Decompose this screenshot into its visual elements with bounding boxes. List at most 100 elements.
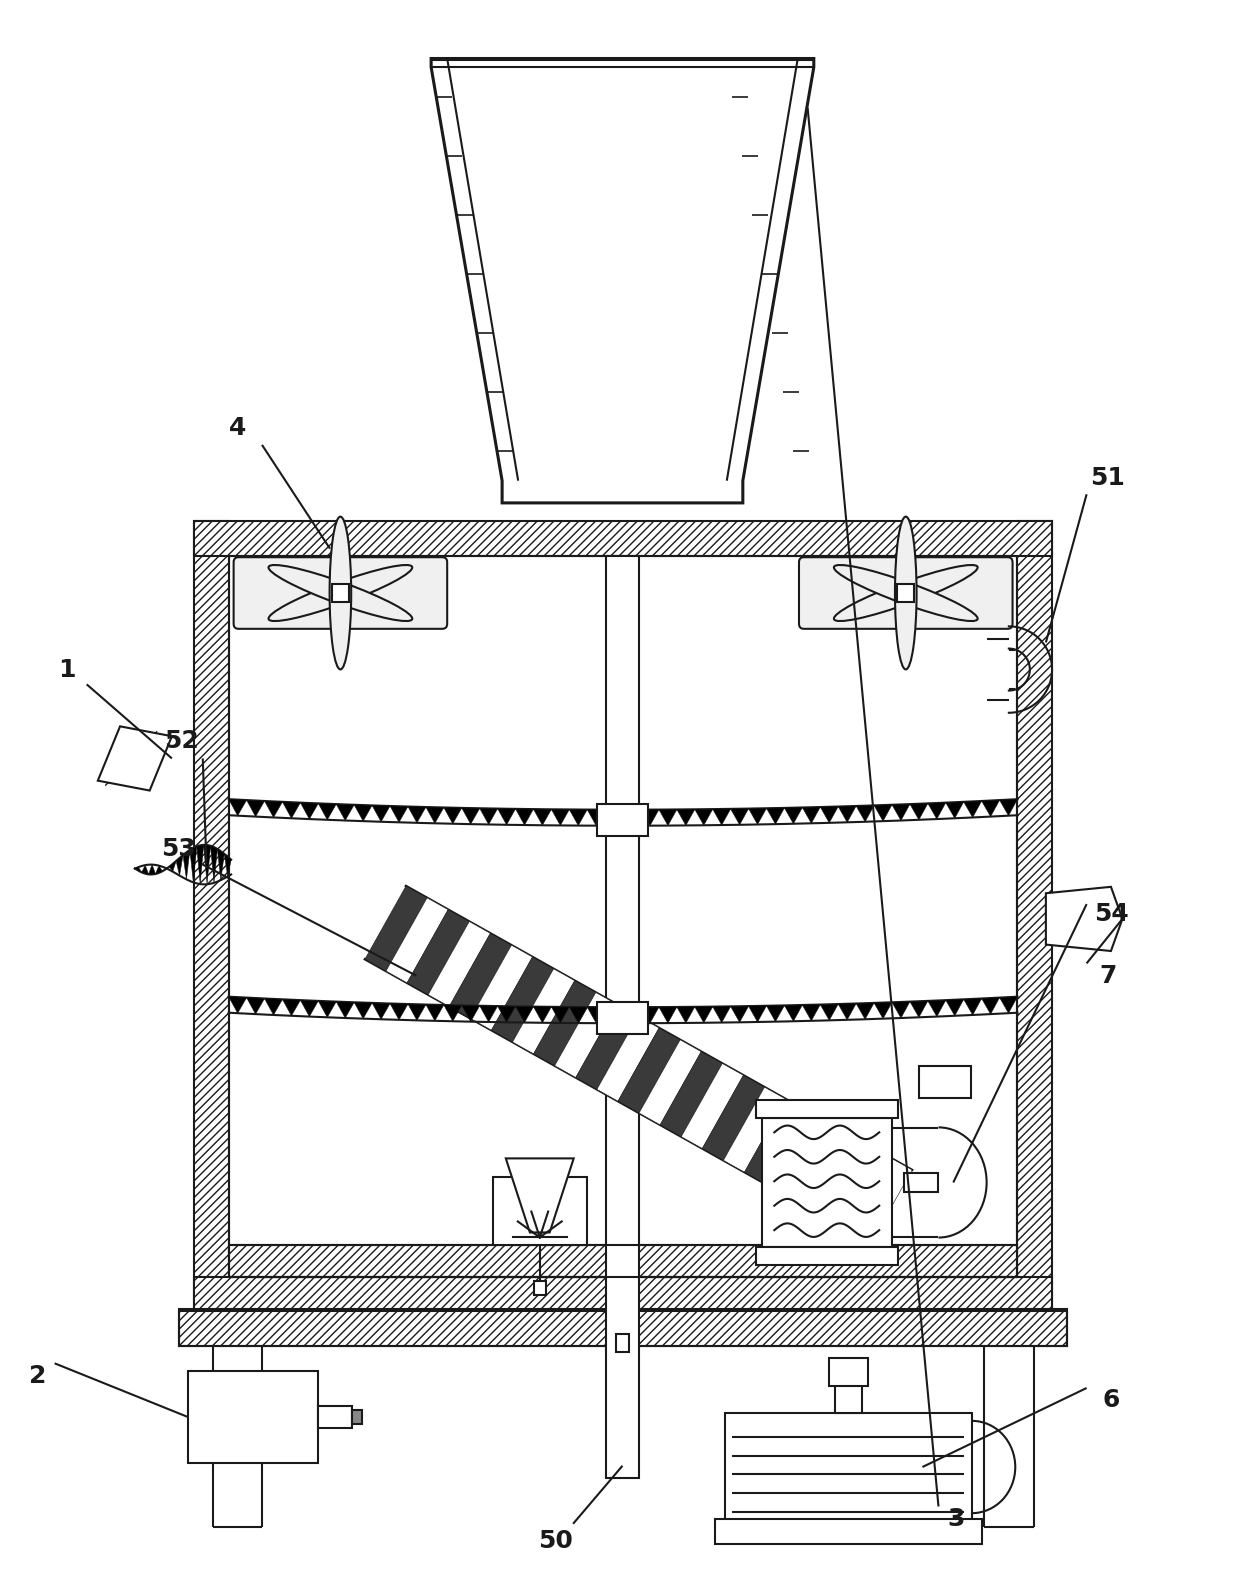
- Text: 7: 7: [1099, 964, 1116, 988]
- Polygon shape: [444, 1006, 461, 1021]
- Polygon shape: [533, 980, 595, 1066]
- Polygon shape: [892, 1002, 910, 1018]
- Bar: [828, 1358, 868, 1386]
- Text: 51: 51: [1090, 466, 1125, 490]
- Bar: [616, 1334, 629, 1353]
- Polygon shape: [533, 1007, 552, 1023]
- Polygon shape: [372, 1002, 391, 1020]
- Polygon shape: [658, 809, 677, 826]
- Polygon shape: [575, 1004, 637, 1090]
- Polygon shape: [497, 1006, 516, 1023]
- Bar: [919, 1066, 971, 1098]
- Bar: [715, 1519, 982, 1543]
- Polygon shape: [702, 1075, 765, 1161]
- Polygon shape: [176, 855, 184, 875]
- Polygon shape: [999, 996, 1018, 1013]
- Polygon shape: [552, 809, 569, 825]
- Polygon shape: [184, 850, 190, 879]
- Polygon shape: [228, 799, 247, 815]
- Polygon shape: [605, 1007, 622, 1023]
- Polygon shape: [963, 801, 982, 817]
- Polygon shape: [355, 804, 372, 822]
- Polygon shape: [749, 1006, 766, 1021]
- Polygon shape: [802, 807, 821, 823]
- Polygon shape: [470, 945, 532, 1031]
- Bar: [725, 1413, 972, 1521]
- Polygon shape: [982, 998, 999, 1013]
- Polygon shape: [336, 804, 355, 820]
- Polygon shape: [264, 801, 283, 817]
- Polygon shape: [203, 845, 211, 885]
- Polygon shape: [694, 1007, 713, 1023]
- Text: 2: 2: [29, 1364, 46, 1388]
- Polygon shape: [658, 1007, 677, 1023]
- Polygon shape: [162, 866, 169, 871]
- Polygon shape: [821, 1004, 838, 1020]
- Polygon shape: [785, 807, 802, 823]
- Text: 1: 1: [58, 658, 76, 682]
- Polygon shape: [355, 1002, 372, 1018]
- Polygon shape: [713, 809, 730, 825]
- Polygon shape: [533, 809, 552, 825]
- Polygon shape: [946, 999, 963, 1015]
- Polygon shape: [300, 1001, 319, 1017]
- Polygon shape: [928, 803, 946, 818]
- Polygon shape: [681, 1064, 744, 1148]
- Polygon shape: [596, 1017, 658, 1101]
- Polygon shape: [807, 1134, 870, 1220]
- Polygon shape: [892, 804, 910, 820]
- Polygon shape: [723, 1086, 786, 1172]
- Text: 54: 54: [1094, 902, 1128, 926]
- Bar: [596, 804, 649, 836]
- Polygon shape: [910, 1001, 928, 1017]
- Polygon shape: [300, 803, 319, 818]
- Polygon shape: [618, 1028, 680, 1113]
- Polygon shape: [135, 868, 141, 872]
- FancyBboxPatch shape: [233, 557, 448, 628]
- Bar: [897, 584, 914, 601]
- Polygon shape: [283, 999, 300, 1015]
- Polygon shape: [247, 998, 264, 1013]
- Polygon shape: [999, 799, 1018, 815]
- Polygon shape: [247, 799, 264, 817]
- Polygon shape: [730, 809, 749, 825]
- Polygon shape: [491, 956, 553, 1042]
- Polygon shape: [1045, 887, 1122, 952]
- Ellipse shape: [330, 517, 351, 669]
- Polygon shape: [552, 1007, 569, 1023]
- Bar: [492, 1177, 587, 1245]
- Polygon shape: [516, 1007, 533, 1023]
- Polygon shape: [391, 1004, 408, 1020]
- Bar: [533, 1280, 546, 1296]
- Polygon shape: [283, 803, 300, 818]
- Bar: [180, 1308, 1066, 1347]
- Polygon shape: [516, 809, 533, 825]
- FancyBboxPatch shape: [799, 557, 1013, 628]
- Polygon shape: [386, 898, 448, 983]
- Polygon shape: [802, 1004, 821, 1021]
- Ellipse shape: [269, 565, 412, 622]
- Polygon shape: [910, 804, 928, 820]
- Polygon shape: [425, 1004, 444, 1021]
- Bar: [761, 1118, 892, 1247]
- Polygon shape: [512, 969, 574, 1053]
- Polygon shape: [749, 809, 766, 825]
- Bar: [195, 522, 1052, 557]
- Polygon shape: [319, 804, 336, 820]
- Polygon shape: [569, 1007, 588, 1023]
- Bar: [195, 522, 228, 1312]
- Polygon shape: [874, 1002, 892, 1018]
- Polygon shape: [169, 861, 176, 872]
- Bar: [904, 1172, 939, 1193]
- Polygon shape: [677, 1007, 694, 1023]
- Polygon shape: [149, 864, 155, 874]
- Polygon shape: [228, 996, 247, 1013]
- Polygon shape: [569, 809, 588, 826]
- Text: 50: 50: [538, 1529, 573, 1553]
- Bar: [195, 1277, 1052, 1312]
- Polygon shape: [713, 1007, 730, 1023]
- Ellipse shape: [835, 565, 977, 622]
- Polygon shape: [155, 866, 162, 874]
- Polygon shape: [744, 1099, 807, 1185]
- Polygon shape: [766, 1006, 785, 1021]
